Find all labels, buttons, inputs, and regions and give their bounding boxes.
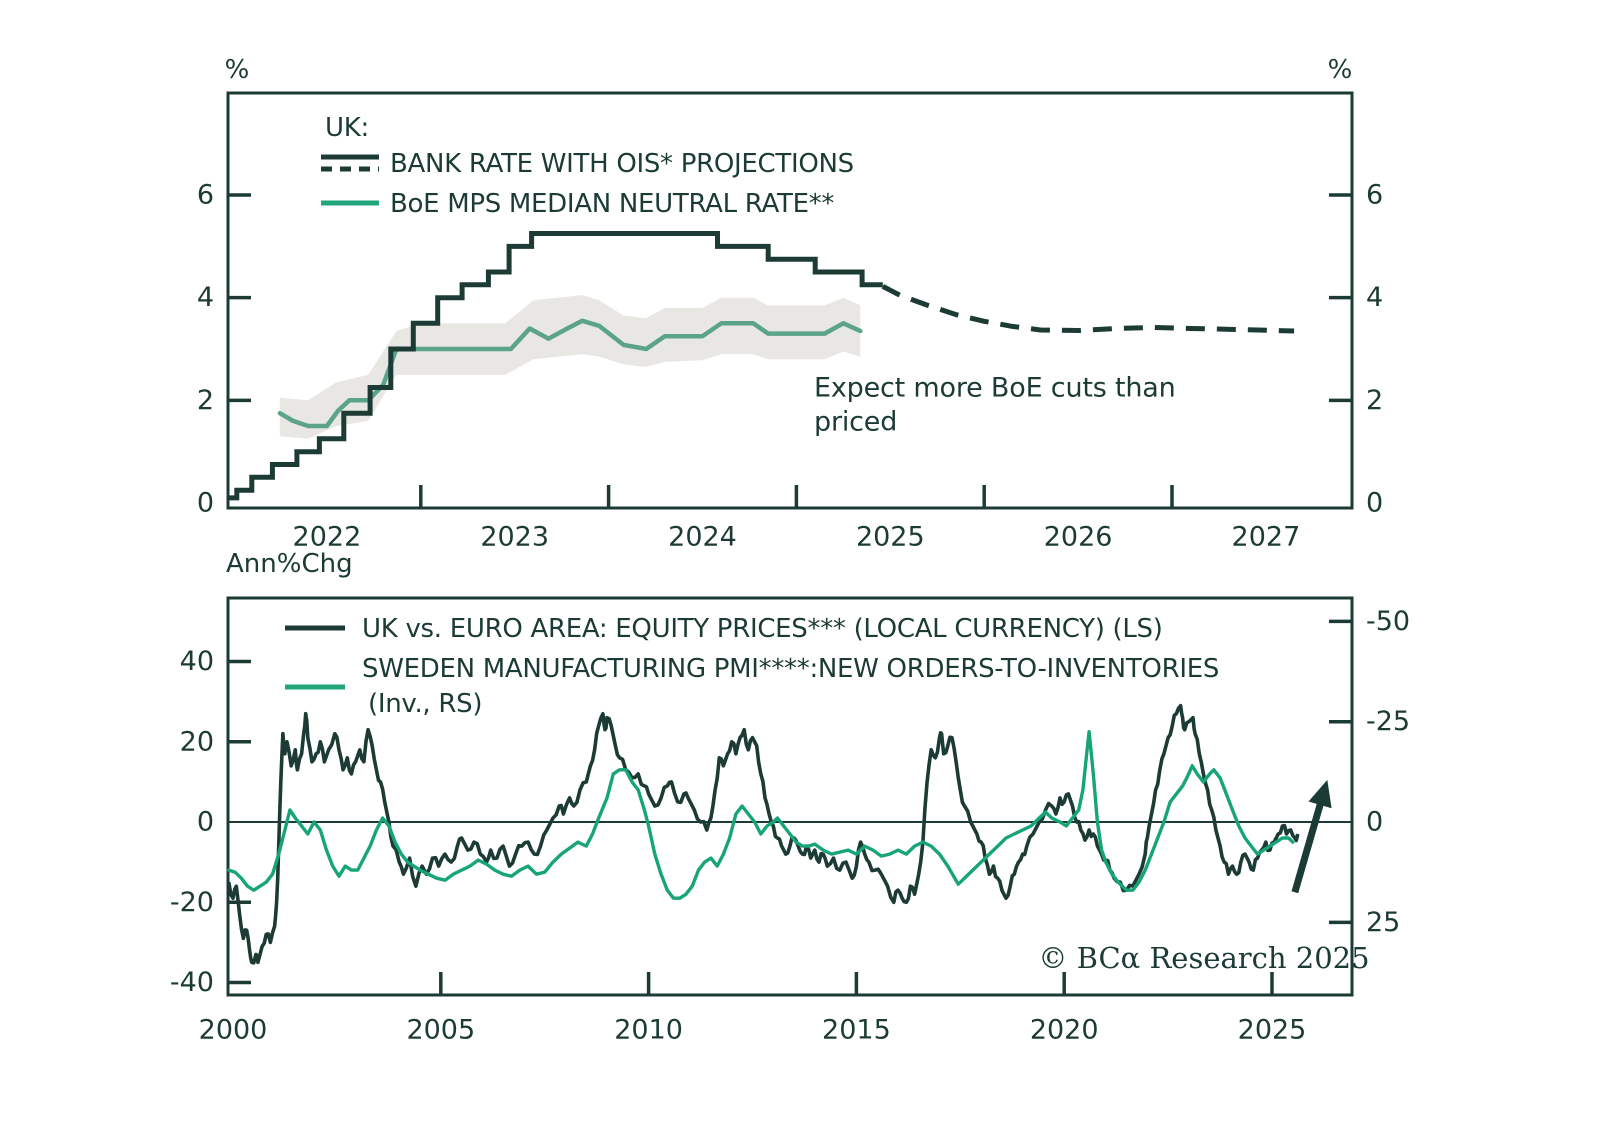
- bank-rate-legend-label: BANK RATE WITH OIS* PROJECTIONS: [390, 149, 854, 179]
- top-plot-frame: [226, 91, 1354, 510]
- top-left-axis-label-6: 6: [197, 180, 214, 211]
- bottom-panel: Ann%Chg -40 -20 0 20 40 -50 -25 0 25 2000 2005 2010…: [170, 549, 1410, 1046]
- ois-projection-dashed-line: [881, 284, 1295, 334]
- top-x-label-2024: 2024: [668, 522, 737, 553]
- pmi-legend-label-line2: (Inv., RS): [368, 689, 482, 719]
- bottom-left-axis-label-40: 40: [180, 646, 214, 677]
- bottom-right-axis-label--50: -50: [1366, 606, 1410, 637]
- bottom-left-axis-label-0: 0: [197, 807, 214, 838]
- top-left-axis-label-4: 4: [197, 282, 214, 313]
- top-x-label-2025: 2025: [856, 522, 925, 553]
- equity-legend-label: UK vs. EURO AREA: EQUITY PRICES*** (LOCA…: [362, 614, 1163, 644]
- bca-copyright: © BCα Research 2025: [1038, 941, 1369, 975]
- bottom-legend: UK vs. EURO AREA: EQUITY PRICES*** (LOCA…: [285, 614, 1219, 719]
- annotation-line-1: Expect more BoE cuts than: [814, 373, 1176, 404]
- arrow-head: [1308, 779, 1332, 809]
- bottom-right-axis-label-25: 25: [1366, 907, 1400, 938]
- bottom-x-label-2005: 2005: [406, 1015, 475, 1046]
- top-x-label-2027: 2027: [1232, 522, 1301, 553]
- bank-rate-step-line: [228, 231, 883, 501]
- upward-trend-arrow: [1291, 779, 1332, 894]
- top-x-label-2026: 2026: [1044, 522, 1113, 553]
- arrow-shaft: [1291, 800, 1325, 894]
- bottom-plot-frame: [226, 596, 1354, 997]
- neutral-rate-line: [277, 318, 863, 429]
- sweden-pmi-line: [227, 730, 1295, 900]
- bottom-x-label-2015: 2015: [822, 1015, 891, 1046]
- top-axes-ticks: 0 0 2 2 4 4 6 6 2022 2023 2024 2025 2026 2027: [197, 180, 1383, 553]
- bottom-right-axis-label--25: -25: [1366, 706, 1410, 737]
- bottom-ylabel: Ann%Chg: [226, 549, 353, 579]
- bottom-x-label-2025: 2025: [1238, 1015, 1307, 1046]
- top-legend-title: UK:: [325, 113, 369, 143]
- top-right-axis-label-2: 2: [1366, 385, 1383, 416]
- top-right-axis-label-6: 6: [1366, 180, 1383, 211]
- neutral-rate-legend-label: BoE MPS MEDIAN NEUTRAL RATE**: [390, 189, 834, 219]
- top-x-label-2022: 2022: [293, 522, 362, 553]
- equity-relative-line: [227, 703, 1300, 965]
- top-right-axis-label-0: 0: [1366, 488, 1383, 519]
- top-panel: % % 0 0 2 2 4 4 6 6 2022 2023 2024 2025 2026 2027 UK:…: [197, 55, 1383, 553]
- top-right-axis-label-4: 4: [1366, 282, 1383, 313]
- boe-cuts-annotation: Expect more BoE cuts than priced: [814, 373, 1176, 438]
- top-left-unit-label: %: [225, 55, 250, 85]
- bottom-left-axis-label--20: -20: [170, 887, 214, 918]
- bottom-x-label-2000: 2000: [199, 1015, 268, 1046]
- annotation-line-2: priced: [814, 407, 897, 438]
- top-right-unit-label: %: [1328, 55, 1353, 85]
- pmi-legend-label-line1: SWEDEN MANUFACTURING PMI****:NEW ORDERS-…: [362, 654, 1219, 684]
- bottom-right-axis-label-0: 0: [1366, 807, 1383, 838]
- top-x-label-2023: 2023: [480, 522, 549, 553]
- bottom-x-label-2010: 2010: [614, 1015, 683, 1046]
- bottom-left-axis-label-20: 20: [180, 726, 214, 757]
- top-legend: UK: BANK RATE WITH OIS* PROJECTIONS BoE …: [321, 113, 854, 219]
- bottom-x-label-2020: 2020: [1030, 1015, 1099, 1046]
- top-left-axis-label-0: 0: [197, 488, 214, 519]
- top-left-axis-label-2: 2: [197, 385, 214, 416]
- bottom-left-axis-label--40: -40: [170, 967, 214, 998]
- bottom-axes-ticks: -40 -20 0 20 40 -50 -25 0 25 2000 2005 2010 2015 2020…: [170, 606, 1410, 1046]
- neutral-rate-confidence-band: [279, 295, 861, 439]
